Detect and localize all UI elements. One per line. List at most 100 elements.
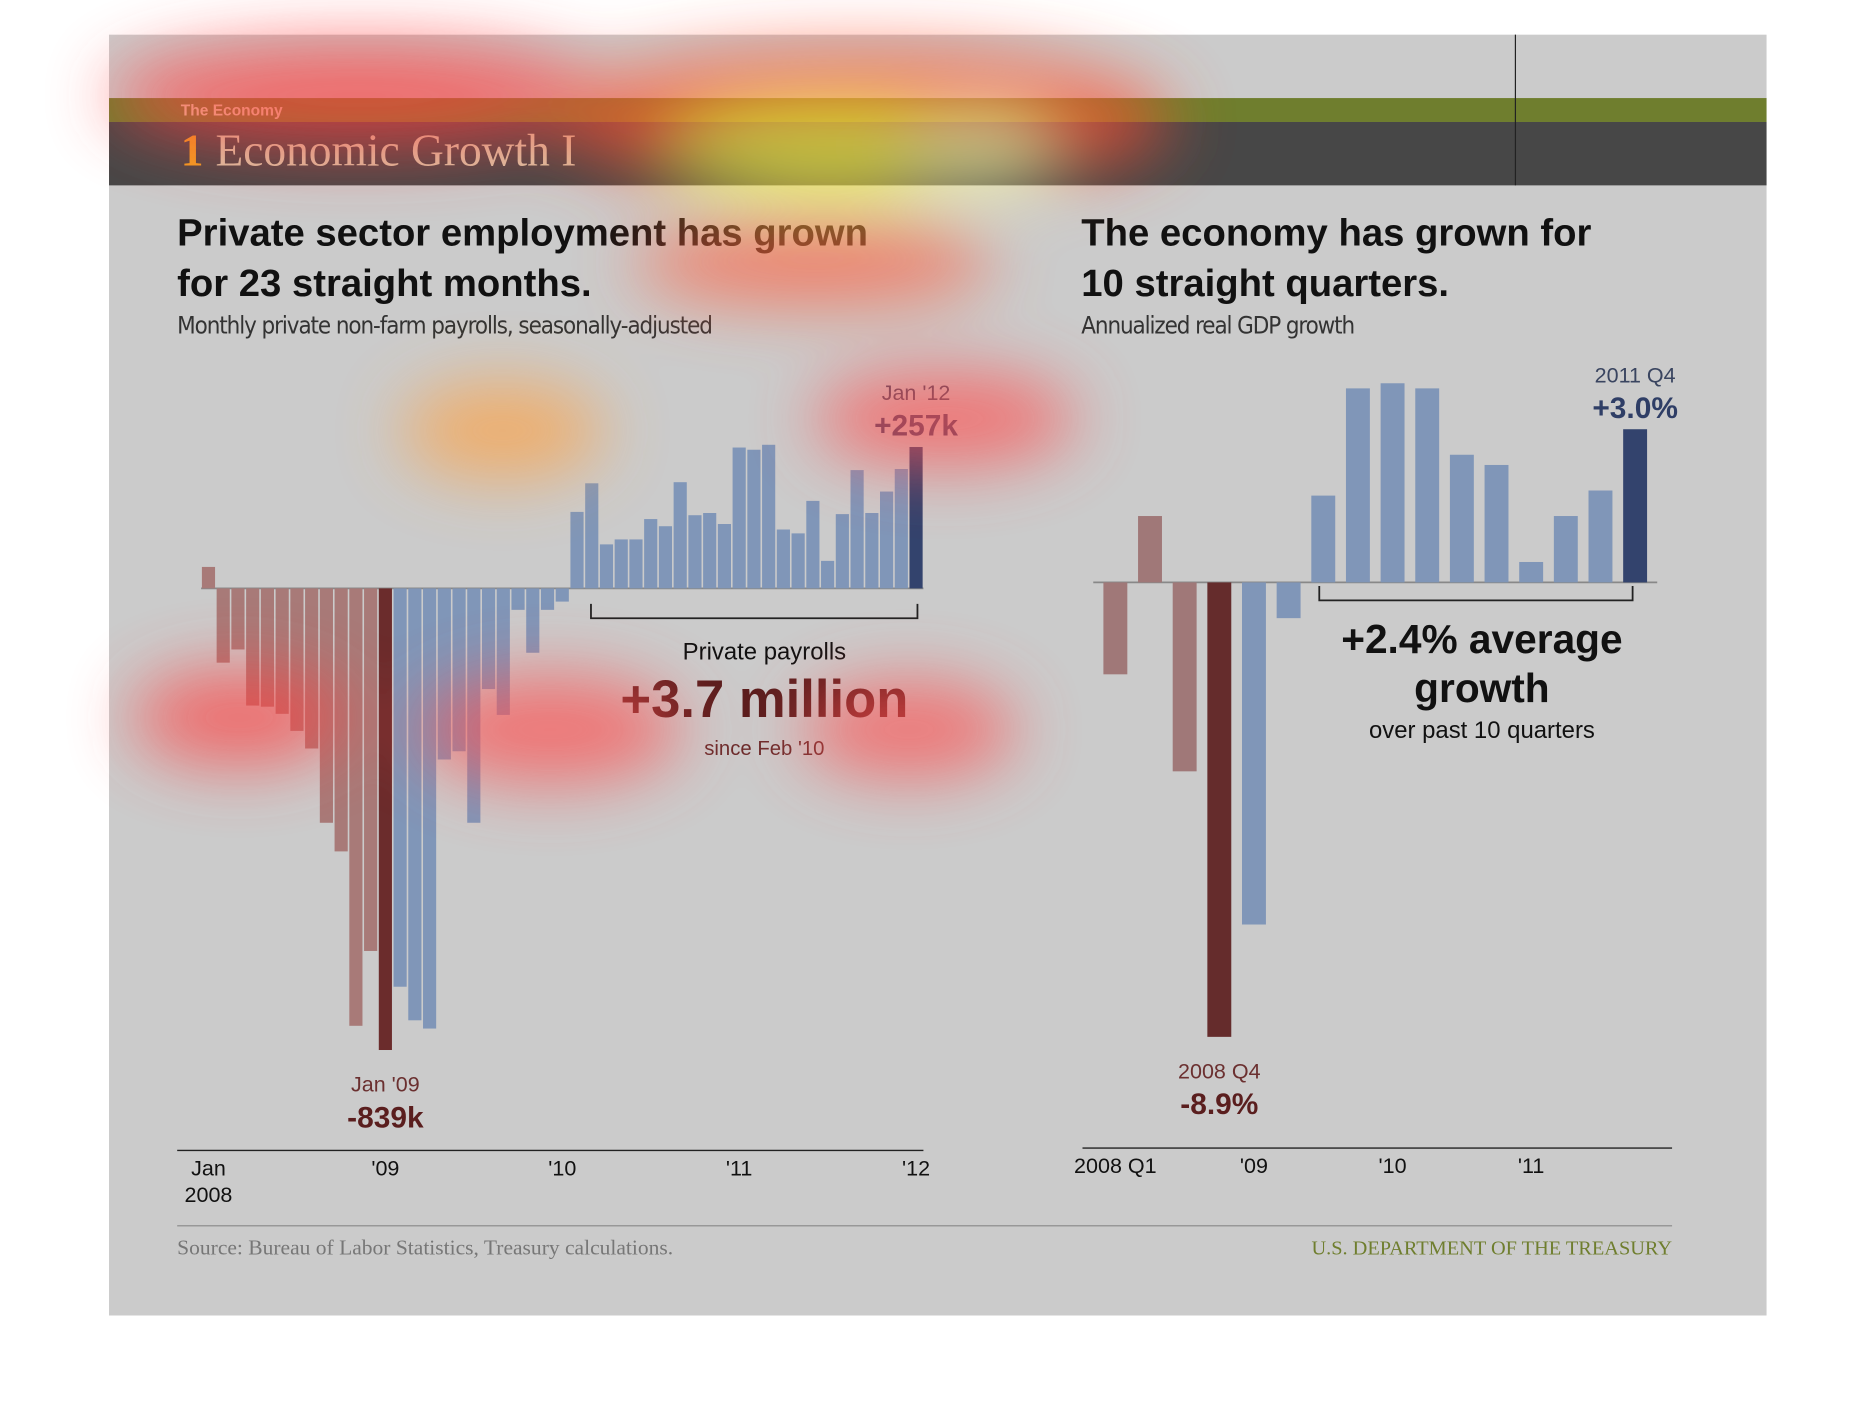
x-tick-label-box: '10	[1378, 1154, 1407, 1178]
value-label: -8.9%	[1180, 1088, 1258, 1121]
annotation-headline: +2.4% average	[1341, 616, 1622, 662]
x-tick-label-box: '12	[902, 1156, 931, 1181]
x-tick-label: '11	[725, 1156, 753, 1181]
bar	[526, 588, 540, 653]
chart-subtitle: Monthly private non-farm payrolls, seaso…	[177, 311, 713, 339]
bar	[246, 588, 260, 706]
chart-subtitle: Annualized real GDP growth	[1081, 311, 1355, 339]
bar	[216, 588, 230, 663]
bar	[1138, 516, 1162, 583]
x-tick-label-box: '09	[1239, 1154, 1268, 1178]
bar	[1623, 429, 1648, 583]
bar	[511, 588, 525, 610]
x-tick-label: '10	[1378, 1154, 1407, 1178]
x-tick-label-box: '10	[548, 1156, 577, 1181]
bar	[806, 500, 820, 589]
bar	[555, 588, 569, 602]
bar	[732, 447, 746, 589]
x-tick-label-box: '11	[1517, 1154, 1545, 1178]
bar	[835, 514, 849, 589]
x-tick-label: '10	[548, 1156, 577, 1181]
chart-title: 10 straight quarters.	[1081, 262, 1449, 305]
chart-title: Private sector employment has grown	[177, 212, 868, 255]
bar	[909, 446, 923, 589]
org: U.S. DEPARTMENT OF THE TREASURY	[1311, 1237, 1672, 1259]
section-label: The Economy	[181, 102, 283, 119]
x-tick-label-box: '11	[725, 1156, 753, 1181]
x-tick-label: 2008 Q1	[1074, 1154, 1157, 1178]
bar	[319, 588, 333, 823]
bar	[364, 588, 378, 951]
bar	[1484, 464, 1509, 583]
bar	[747, 449, 761, 589]
bar	[762, 444, 776, 589]
bar	[467, 588, 481, 823]
bar	[540, 588, 555, 610]
x-tick-label-box: Jan 2008	[184, 1156, 233, 1207]
bar	[629, 539, 643, 589]
point-label: 2008 Q4	[1178, 1059, 1261, 1083]
bar	[423, 588, 437, 1029]
bar	[349, 588, 363, 1026]
bar	[378, 588, 392, 1051]
annotation-label: Private payrolls	[683, 638, 846, 665]
bar	[1172, 582, 1197, 772]
annotation-headline: +3.7 million	[620, 670, 908, 729]
value-label: +3.0%	[1592, 392, 1678, 425]
slide-title: 1 Economic Growth I	[181, 126, 577, 176]
bar	[275, 588, 289, 714]
bar	[1553, 516, 1578, 583]
chart-title: The economy has grown for	[1081, 212, 1591, 255]
bar	[305, 588, 319, 749]
bar	[894, 468, 908, 589]
value-label: +257k	[874, 410, 958, 443]
bar	[201, 566, 216, 589]
bar	[644, 519, 658, 589]
x-tick-label-box: '09	[371, 1156, 400, 1181]
bar	[1207, 582, 1232, 1037]
slide-title-text: Economic Growth I	[215, 126, 576, 176]
chart-title: for 23 straight months.	[177, 262, 591, 305]
bar	[1415, 388, 1440, 583]
x-tick-label: Jan 2008	[184, 1156, 233, 1207]
bar	[1242, 582, 1266, 925]
bar	[393, 588, 407, 987]
bar	[1345, 388, 1370, 583]
bar	[850, 470, 864, 589]
bracket	[1318, 585, 1634, 602]
point-label: Jan '09	[351, 1073, 420, 1097]
annotation-note: over past 10 quarters	[1369, 717, 1595, 744]
section-bar	[109, 98, 1767, 122]
point-label: Jan '12	[882, 381, 951, 405]
bar	[776, 529, 790, 589]
x-tick-label: '09	[1239, 1154, 1268, 1178]
bar	[260, 588, 275, 707]
bracket	[590, 603, 919, 620]
charts: Private sector employment has grown for 2…	[177, 212, 1678, 1207]
bar	[673, 482, 687, 589]
annotation-headline: growth	[1414, 665, 1550, 711]
bar	[599, 544, 614, 589]
bar	[1103, 582, 1128, 675]
x-tick-label: '11	[1517, 1154, 1545, 1178]
bar	[1449, 454, 1474, 583]
source: Source: Bureau of Labor Statistics, Trea…	[177, 1236, 673, 1260]
annotation-note: since Feb '10	[704, 738, 824, 760]
bar	[614, 539, 628, 589]
x-tick-label-box: 2008 Q1	[1074, 1154, 1157, 1178]
bar	[880, 491, 894, 589]
point-label: 2011 Q4	[1595, 363, 1676, 387]
bar	[585, 483, 599, 589]
x-tick-label: '12	[902, 1156, 931, 1181]
bar	[791, 533, 805, 589]
bar	[408, 588, 422, 1021]
bar	[496, 588, 510, 715]
bar	[452, 588, 466, 752]
bar	[231, 588, 245, 650]
bar	[703, 513, 717, 589]
x-tick-label: '09	[371, 1156, 400, 1181]
bar	[717, 524, 732, 589]
bar	[688, 515, 702, 589]
bar	[481, 588, 496, 690]
